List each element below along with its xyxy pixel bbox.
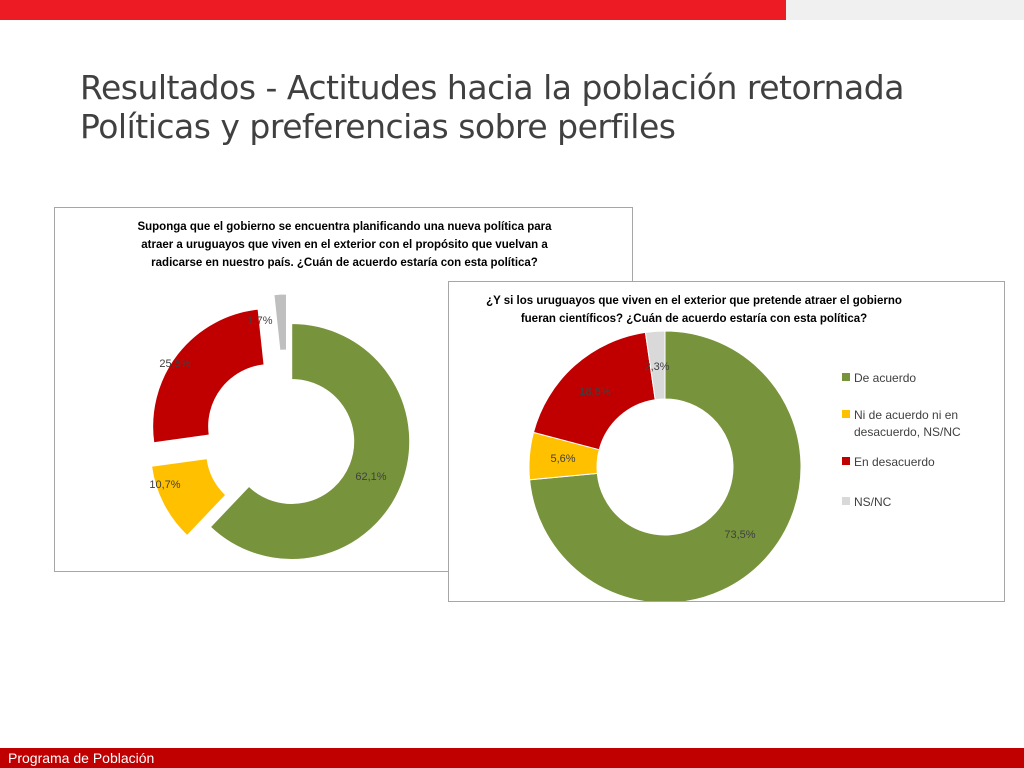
chart-1-plot: 62,1% 10,7% 25,5% 1,7% — [149, 293, 411, 560]
chart-2-data-label-ns-nc: 2,3% — [644, 361, 669, 373]
slide-title-line-1: Resultados - Actitudes hacia la població… — [80, 68, 904, 107]
chart-2-legend-label-ns-nc: NS/NC — [854, 495, 892, 509]
chart-1-data-label-ni-de-acuerdo-ni-en-desacuerdo-ns-nc: 10,7% — [149, 479, 180, 491]
chart-1-title: Suponga que el gobierno se encuentra pla… — [55, 218, 634, 272]
chart-1-data-label-ns-nc: 1,7% — [247, 315, 272, 327]
chart-2-data-label-ni-de-acuerdo-ni-en-desacuerdo-ns-nc: 5,6% — [550, 453, 575, 465]
top-accent-bar — [0, 0, 786, 20]
top-grey-bar — [786, 0, 1024, 20]
chart-2-title: ¿Y si los uruguayos que viven en el exte… — [449, 292, 939, 328]
chart-2-data-label-de-acuerdo: 73,5% — [724, 529, 755, 541]
chart-1-slice-ns-nc — [273, 293, 288, 351]
slide-title-line-2: Políticas y preferencias sobre perfiles — [80, 107, 676, 146]
chart-2-legend-label-ni-de-acuerdo-ni-en-desacuerdo-ns-nc: desacuerdo, NS/NC — [854, 425, 961, 439]
chart-2-plot: 73,5% 5,6% 18,6% 2,3% De acuerdo Ni de acuerd… — [528, 330, 961, 601]
chart-2-legend-label-de-acuerdo: De acuerdo — [854, 371, 916, 385]
chart-2-slice-en-desacuerdo — [532, 331, 656, 451]
chart-1-slice-en-desacuerdo — [152, 308, 265, 444]
chart-2-title-line: ¿Y si los uruguayos que viven en el exte… — [486, 295, 902, 307]
chart-2-data-label-en-desacuerdo: 18,6% — [579, 386, 610, 398]
chart-1-data-label-en-desacuerdo: 25,5% — [159, 358, 190, 370]
footer-text: Programa de Población — [8, 750, 155, 766]
chart-2-legend-swatch-de-acuerdo — [842, 373, 850, 381]
chart-1-slice-ni-de-acuerdo-ni-en-desacuerdo-ns-nc — [150, 458, 227, 537]
chart-2-legend-label-ni-de-acuerdo-ni-en-desacuerdo-ns-nc: Ni de acuerdo ni en — [854, 408, 958, 422]
chart-1-data-label-de-acuerdo: 62,1% — [355, 471, 386, 483]
chart-2-legend-swatch-en-desacuerdo — [842, 457, 850, 465]
chart-2-legend-swatch-ns-nc — [842, 497, 850, 505]
chart-1-title-line: atraer a uruguayos que viven en el exter… — [141, 239, 548, 251]
chart-2-legend-label-en-desacuerdo: En desacuerdo — [854, 455, 935, 469]
footer-bar: Programa de Población — [0, 748, 1024, 768]
chart-1-title-line: radicarse en nuestro país. ¿Cuán de acue… — [151, 257, 538, 269]
chart-1-slice-de-acuerdo — [209, 322, 411, 560]
chart-1-title-line: Suponga que el gobierno se encuentra pla… — [137, 221, 552, 233]
slide-title: Resultados - Actitudes hacia la població… — [80, 68, 904, 146]
chart-2-slice-de-acuerdo — [529, 330, 802, 601]
chart-2-legend-swatch-ni-de-acuerdo-ni-en-desacuerdo-ns-nc — [842, 410, 850, 418]
chart-2-title-line: fueran científicos? ¿Cuán de acuerdo est… — [520, 313, 868, 325]
chart-2-frame: ¿Y si los uruguayos que viven en el exte… — [448, 281, 1005, 602]
chart-2-slice-ns-nc — [644, 330, 666, 401]
